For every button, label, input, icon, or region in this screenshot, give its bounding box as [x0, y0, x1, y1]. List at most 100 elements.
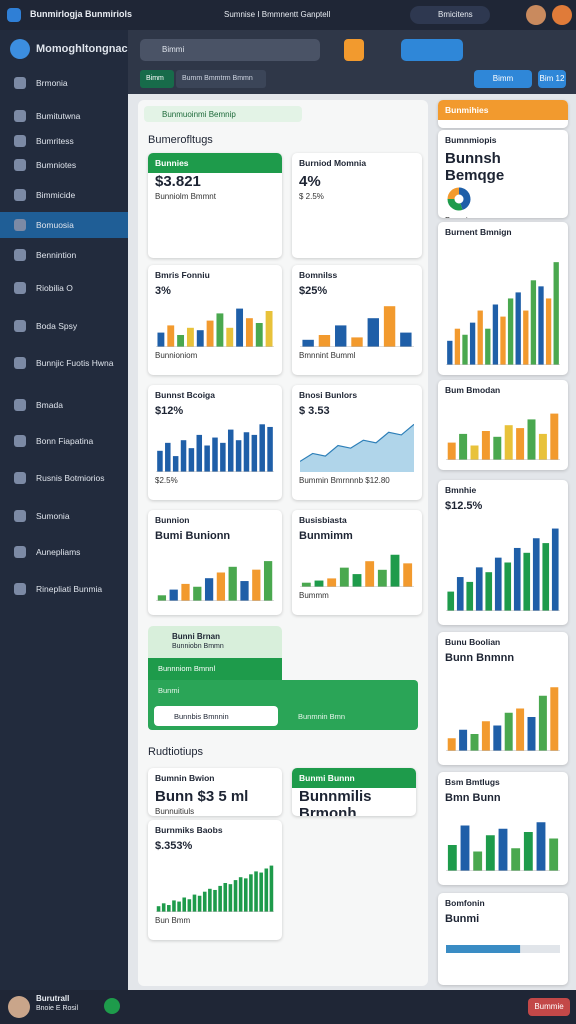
bar	[492, 304, 499, 365]
nav-icon	[14, 135, 26, 147]
card-value: Bunnsh Bemqge	[445, 150, 505, 184]
nav-item[interactable]: Bumniotes	[0, 152, 128, 178]
dropdown[interactable]: Bimm	[474, 70, 532, 88]
footer-bar: Burutrall Bnoie E Rosil Bummie	[0, 990, 576, 1024]
chart	[446, 528, 560, 611]
donut-segment	[447, 187, 460, 200]
chart	[446, 262, 560, 365]
card-value: Bunn Bnmnn	[445, 652, 515, 664]
nav-item[interactable]: Boda Spsy	[0, 313, 128, 339]
bar	[216, 313, 224, 347]
bar	[157, 332, 165, 347]
bar	[551, 528, 559, 611]
avatar[interactable]	[552, 5, 572, 25]
bar	[228, 884, 233, 912]
bar	[193, 586, 202, 601]
card-note: Bunnuitiuls	[155, 807, 195, 816]
nav-item[interactable]: Bomuosia	[0, 212, 128, 238]
nav-item[interactable]: Rinepliati Bunmia	[0, 576, 128, 602]
bar	[511, 848, 521, 871]
bar	[498, 828, 508, 871]
nav-icon	[14, 435, 26, 447]
footer-button[interactable]: Bummie	[528, 998, 570, 1016]
bar	[532, 538, 540, 611]
nav-item[interactable]: Riobilia O	[0, 275, 128, 301]
user-chip[interactable]: Bmicitens	[410, 6, 490, 24]
avatar[interactable]	[526, 5, 546, 25]
sidebar: Momoghltongnacia Brmonia Bumitutwna Bumrit…	[0, 30, 137, 990]
bar	[212, 437, 218, 472]
bar	[236, 308, 244, 347]
nav-item[interactable]: Sumonia	[0, 503, 128, 529]
nav-item[interactable]: Bumritess	[0, 128, 128, 154]
bar	[180, 440, 187, 472]
expander-body: Bunmi Bunnbis Bmnnin Bunmnin Bmn	[148, 680, 418, 730]
card-value: 4%	[299, 173, 321, 190]
tab[interactable]: Bumm Bmmtrm Bmmn	[176, 70, 266, 88]
nav-icon	[14, 320, 26, 332]
bar	[218, 885, 222, 912]
card-note: Bummm	[299, 591, 329, 600]
nav-item[interactable]: Bumitutwna	[0, 103, 128, 129]
status-icon[interactable]	[104, 998, 120, 1014]
area	[300, 424, 414, 472]
bar	[249, 874, 253, 912]
bar	[227, 429, 234, 472]
bar	[538, 433, 547, 460]
bar	[172, 456, 179, 472]
nav-item[interactable]: Bennintion	[0, 242, 128, 268]
section-title: Rudtiotiups	[148, 746, 204, 758]
button[interactable]: Bim 12	[538, 70, 566, 88]
bar	[460, 825, 470, 871]
bar	[238, 877, 243, 912]
card: Busisbiasta Bunmimm Bummm	[292, 510, 422, 615]
card: Bum Bmodan	[438, 380, 568, 470]
nav-label: Bumitutwna	[36, 111, 81, 121]
window-title: Sumnise I Bmmnentt Ganptell	[224, 10, 331, 19]
nav-icon	[14, 357, 26, 369]
nav-item[interactable]: Rusnis Botmiorios	[0, 465, 128, 491]
nav-item[interactable]: Bmada	[0, 392, 128, 418]
bar	[265, 311, 273, 347]
tab[interactable]: Bimm	[140, 70, 174, 88]
nav-item[interactable]: Bunnjic Fuotis Hwna	[0, 350, 128, 376]
avatar	[8, 996, 30, 1018]
input[interactable]: Bunnbis Bmnnin	[154, 706, 278, 726]
nav-item[interactable]: Aunepliams	[0, 539, 128, 565]
toolbar: Bimmi Bimm Bumm Bmmtrm Bmmn Bimm Bim 12	[128, 30, 576, 94]
icon-button[interactable]	[344, 39, 364, 61]
bar	[403, 563, 413, 587]
card-value: Bunmi	[445, 913, 480, 925]
search-box[interactable]: Bimmi	[140, 39, 320, 61]
bar	[351, 337, 363, 347]
expander-row[interactable]: Bunnniom Bmnnl	[148, 658, 282, 680]
nav-icon	[14, 189, 26, 201]
card-note: $ 2.5%	[299, 192, 324, 201]
nav-label: Bimmicide	[36, 190, 76, 200]
banner: Bunmuoinmi Bemnip	[144, 106, 302, 122]
bar	[459, 433, 468, 460]
nav-icon	[14, 159, 26, 171]
nav-label: Bonn Fiapatina	[36, 436, 94, 446]
bar	[530, 280, 537, 365]
nav-label: Bennintion	[36, 250, 77, 260]
bar	[538, 286, 544, 365]
nav-label: Sumonia	[36, 511, 70, 521]
bar	[259, 872, 263, 912]
bar	[188, 448, 195, 472]
bar	[327, 578, 337, 587]
bar	[377, 569, 387, 587]
nav-item[interactable]: Brmonia	[0, 70, 128, 96]
bar	[167, 325, 175, 347]
bar	[475, 567, 483, 611]
nav-item[interactable]: Bonn Fiapatina	[0, 428, 128, 454]
nav-label: Rinepliati Bunmia	[36, 584, 103, 594]
card: Burniod Momnia 4% $ 2.5%	[292, 153, 422, 258]
toggle-group[interactable]	[401, 39, 463, 61]
nav-label: Bumritess	[36, 136, 74, 146]
expander-title: Bunni Brnan	[172, 632, 220, 641]
bar	[470, 445, 479, 460]
bar	[302, 339, 314, 347]
nav-item[interactable]: Bimmicide	[0, 182, 128, 208]
